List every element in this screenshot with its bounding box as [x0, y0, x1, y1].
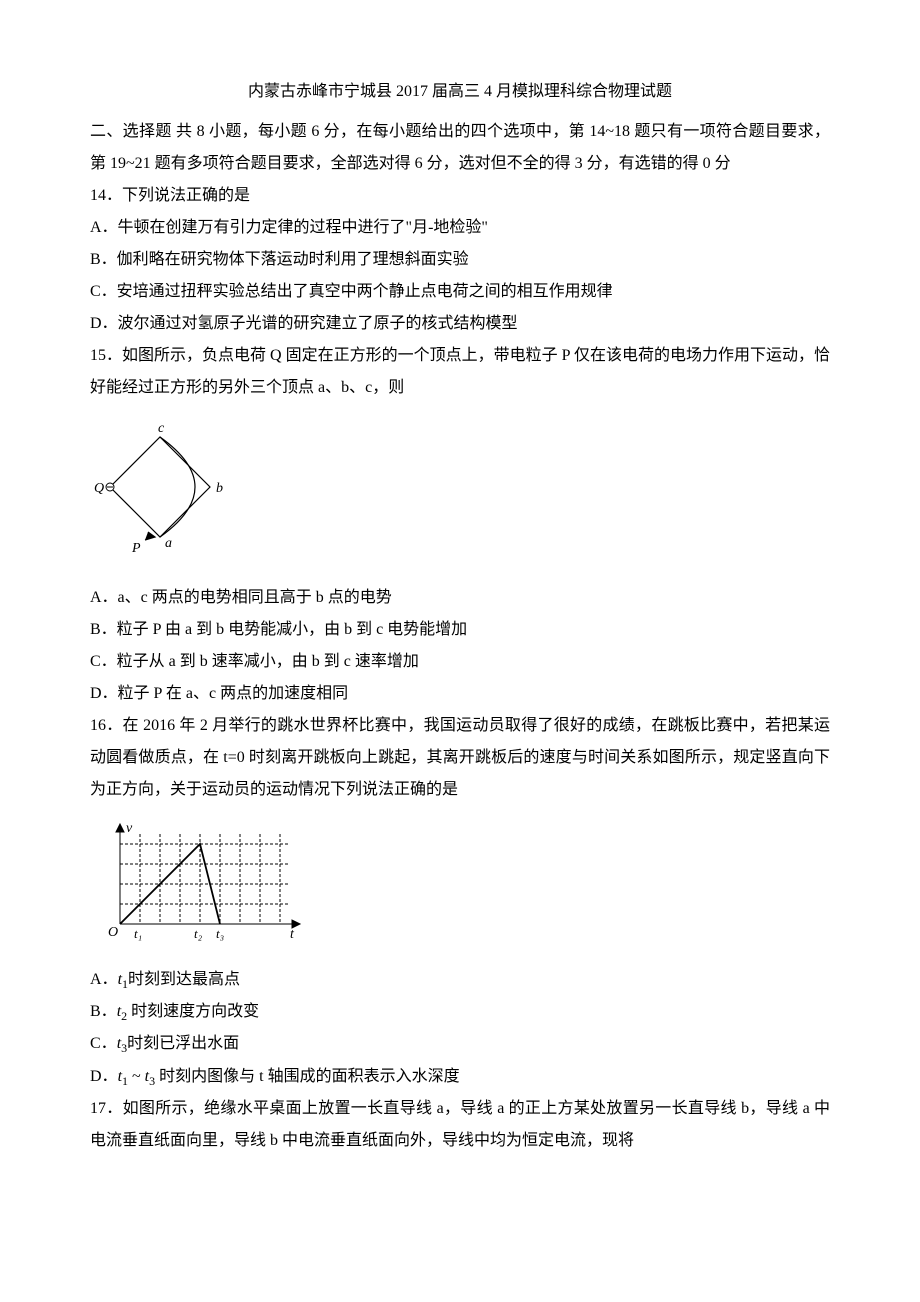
q16-stem: 16．在 2016 年 2 月举行的跳水世界杯比赛中，我国运动员取得了很好的成绩… — [90, 710, 830, 806]
q14-option-a: A．牛顿在创建万有引力定律的过程中进行了"月-地检验" — [90, 212, 830, 244]
exam-title: 内蒙古赤峰市宁城县 2017 届高三 4 月模拟理科综合物理试题 — [90, 76, 830, 108]
q16-label-v: v — [126, 821, 133, 836]
q16-a-pre: A． — [90, 971, 118, 988]
q17-stem: 17．如图所示，绝缘水平桌面上放置一长直导线 a，导线 a 的正上方某处放置另一… — [90, 1093, 830, 1157]
q16-label-o: O — [108, 925, 118, 940]
q14-option-d: D．波尔通过对氢原子光谱的研究建立了原子的核式结构模型 — [90, 308, 830, 340]
q16-option-d: D．t1 ~ t3 时刻内图像与 t 轴围成的面积表示入水深度 — [90, 1061, 830, 1093]
q14-stem: 14．下列说法正确的是 — [90, 180, 830, 212]
q15-stem: 15．如图所示，负点电荷 Q 固定在正方形的一个顶点上，带电粒子 P 仅在该电荷… — [90, 340, 830, 404]
q16-b-pre: B． — [90, 1003, 117, 1020]
q15-label-q: Q — [94, 481, 104, 496]
q15-label-b: b — [216, 481, 223, 496]
q15-label-c: c — [158, 421, 165, 436]
q16-label-t1: t₁ — [134, 926, 142, 941]
q16-label-t3: t₃ — [216, 926, 224, 941]
q16-d-pre: D． — [90, 1068, 118, 1085]
q16-figure: O v t t₁ t₂ t₃ — [90, 814, 830, 956]
q14-option-c: C．安培通过扭秤实验总结出了真空中两个静止点电荷之间的相互作用规律 — [90, 276, 830, 308]
q16-option-c: C．t3时刻已浮出水面 — [90, 1028, 830, 1060]
q15-option-c: C．粒子从 a 到 b 速率减小，由 b 到 c 速率增加 — [90, 646, 830, 678]
q16-c-post: 时刻已浮出水面 — [127, 1035, 239, 1052]
q16-label-t: t — [290, 927, 295, 942]
q14-option-b: B．伽利略在研究物体下落运动时利用了理想斜面实验 — [90, 244, 830, 276]
section-instructions: 二、选择题 共 8 小题，每小题 6 分，在每小题给出的四个选项中，第 14~1… — [90, 116, 830, 180]
q15-option-b: B．粒子 P 由 a 到 b 电势能减小，由 b 到 c 电势能增加 — [90, 614, 830, 646]
q15-option-d: D．粒子 P 在 a、c 两点的加速度相同 — [90, 678, 830, 710]
q16-d-post: 时刻内图像与 t 轴围成的面积表示入水深度 — [155, 1068, 459, 1085]
q15-figure: Q c b a P — [90, 412, 830, 574]
q16-b-post: 时刻速度方向改变 — [127, 1003, 259, 1020]
q16-d-mid: ~ — [128, 1068, 145, 1085]
q16-c-pre: C． — [90, 1035, 117, 1052]
q15-option-a: A．a、c 两点的电势相同且高于 b 点的电势 — [90, 582, 830, 614]
q16-option-a: A．t1时刻到达最高点 — [90, 964, 830, 996]
q16-label-t2: t₂ — [194, 926, 203, 941]
q16-option-b: B．t2 时刻速度方向改变 — [90, 996, 830, 1028]
q15-label-p: P — [131, 541, 141, 556]
q15-label-a: a — [165, 536, 172, 551]
q16-a-post: 时刻到达最高点 — [128, 971, 240, 988]
